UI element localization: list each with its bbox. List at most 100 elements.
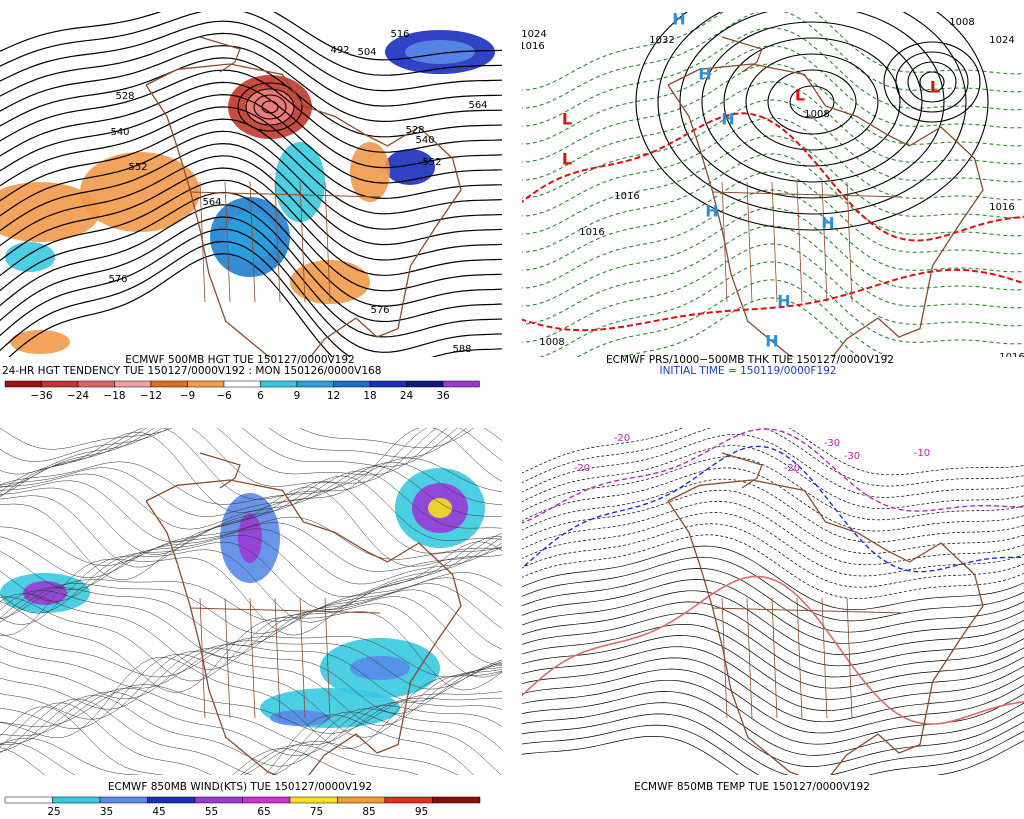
height-contour [8, 253, 334, 357]
colorbar-swatch [260, 380, 298, 388]
thickness-contour [522, 153, 1024, 253]
thickness-540 [522, 112, 1024, 242]
state-border [199, 181, 206, 303]
isotherm [522, 657, 1024, 723]
pressure-center: H [777, 292, 790, 311]
colorbar-swatch [406, 380, 444, 388]
thickness-contour [522, 189, 1024, 289]
colorbar-label: 9 [294, 390, 301, 402]
colorbar-swatch [41, 380, 79, 388]
state-border [846, 181, 853, 303]
colorbar-label: 85 [362, 806, 375, 818]
isobar [635, 12, 989, 231]
border [189, 191, 381, 198]
height-contour [0, 216, 502, 338]
isotherm [522, 646, 1024, 711]
tendency-area [0, 182, 100, 242]
pressure-center: H [698, 65, 711, 84]
state-border [274, 181, 281, 303]
contour-label: 564 [468, 100, 487, 111]
isotherm-label: -20 [614, 433, 630, 444]
contour-label: 564 [202, 197, 221, 208]
thickness-contour [522, 243, 1024, 343]
colorbar-swatch [99, 796, 148, 804]
streamline [0, 470, 502, 543]
colorbar-label: 36 [436, 390, 450, 402]
contour-label: 528 [405, 125, 424, 136]
tendency-area [385, 149, 435, 185]
isotherm [522, 668, 1024, 734]
border [711, 191, 903, 198]
height-contour [0, 106, 502, 200]
height-contour [0, 191, 502, 307]
height-contour [0, 204, 502, 323]
streamline [0, 475, 502, 555]
state-border [821, 597, 828, 719]
coastline [199, 452, 241, 489]
tendency-area [290, 260, 370, 304]
coastline [667, 479, 984, 775]
state-border [771, 181, 778, 303]
coastline [145, 479, 462, 775]
thickness-contour [522, 12, 1024, 91]
isotherm [522, 579, 1024, 644]
state-border [746, 597, 753, 719]
thickness-contour [522, 117, 1024, 217]
state-border [224, 181, 231, 303]
caption: ECMWF 850MB WIND(KTS) TUE 150127/0000V19… [108, 781, 372, 793]
colorbar-swatch [289, 796, 338, 804]
colorbar-label: 12 [327, 390, 340, 402]
height-contour [0, 32, 502, 107]
isobar-label: 1016 [989, 202, 1014, 213]
state-border [249, 181, 256, 303]
wind-speed-area [428, 498, 452, 518]
isotherm [522, 512, 1024, 577]
colorbar-label: −6 [216, 390, 232, 402]
colorbar-swatch [77, 380, 115, 388]
thickness-contour [522, 63, 1024, 163]
isotherm-freezing [522, 575, 1024, 725]
streamline [0, 687, 502, 745]
isobar-label: 1032 [649, 35, 674, 46]
isotherm-label: -20 [574, 463, 590, 474]
isotherm [522, 428, 1024, 487]
contour-label: 576 [108, 274, 127, 285]
state-border [771, 597, 778, 719]
isotherm [522, 489, 1024, 554]
contour-label: 540 [415, 135, 434, 146]
pressure-center: H [721, 110, 734, 129]
streamline [0, 656, 502, 750]
contour-label: 492 [330, 45, 349, 56]
thickness-contour [522, 99, 1024, 199]
streamline [0, 536, 502, 625]
state-border [721, 597, 728, 719]
isotherm [522, 456, 1024, 521]
isotherm-colder [522, 428, 1024, 524]
isotherm-cold [522, 445, 1024, 573]
temperature-panel: -20 -20 -30 -30 -10 -20 [522, 428, 1024, 775]
colorbar-swatch [369, 380, 407, 388]
colorbar-label: 18 [363, 390, 376, 402]
isotherm [522, 691, 1024, 756]
streamline [0, 684, 502, 734]
caption: INITIAL TIME = 150119/0000F192 [659, 365, 836, 377]
tendency-area [80, 152, 200, 232]
tendency-area [225, 212, 275, 262]
state-border [324, 597, 331, 719]
streamline [0, 461, 502, 517]
tendency-area [10, 330, 70, 354]
thickness-contour [522, 207, 1024, 307]
streamline [0, 428, 448, 487]
isotherm [522, 724, 1024, 775]
isobar [701, 21, 923, 183]
streamline [0, 747, 356, 775]
streamline [0, 654, 502, 738]
pressure-panel: 1024101610321008101610161008101610241008… [522, 12, 1024, 357]
colorbar-label: 95 [415, 806, 428, 818]
contour-label: 552 [128, 162, 147, 173]
height-contour [237, 82, 303, 132]
thickness-contour [618, 297, 860, 357]
streamline [0, 644, 502, 702]
isobar [657, 12, 967, 215]
state-border [249, 597, 256, 719]
